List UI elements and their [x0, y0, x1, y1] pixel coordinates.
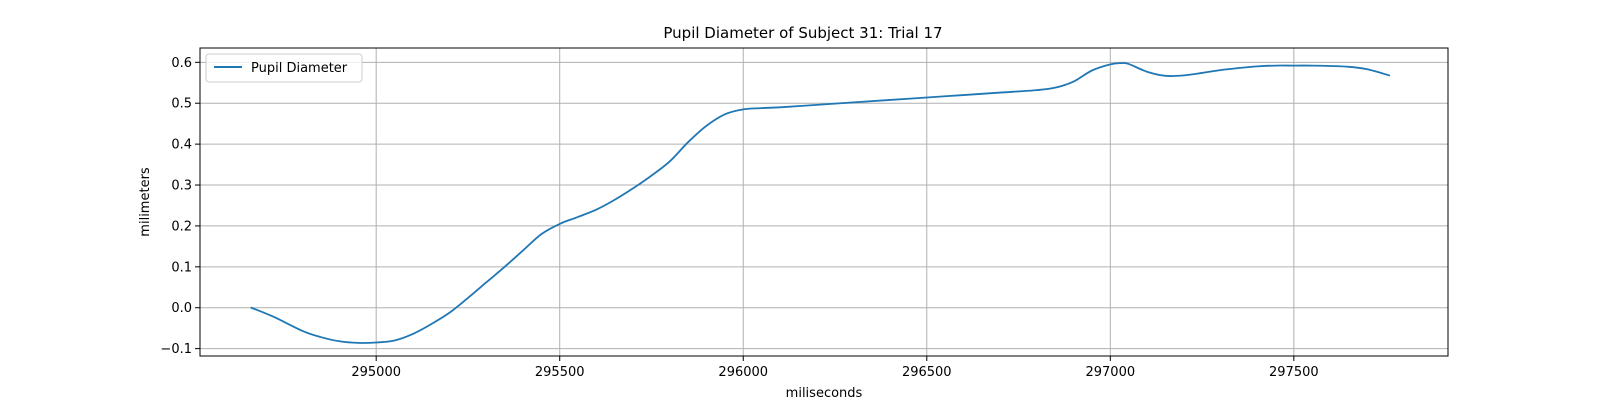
x-axis: 295000 295500 296000 296500 297000 297500 — [351, 356, 1319, 380]
chart-title: Pupil Diameter of Subject 31: Trial 17 — [663, 24, 942, 42]
x-tick-label: 297000 — [1085, 365, 1135, 380]
y-tick-label: 0.5 — [171, 97, 192, 112]
y-tick-label: 0.4 — [171, 138, 192, 153]
x-tick-label: 296000 — [718, 365, 768, 380]
x-tick-label: 296500 — [902, 365, 952, 380]
y-tick-label: 0.0 — [171, 301, 192, 316]
legend-box — [205, 53, 363, 83]
y-axis: −0.1 0.0 0.1 0.2 0.3 0.4 0.5 0.6 — [160, 56, 200, 357]
series-line-pupil-diameter — [250, 62, 1391, 344]
x-tick-label: 297500 — [1269, 365, 1319, 380]
y-tick-label: 0.3 — [171, 179, 192, 194]
legend: Pupil Diameter — [205, 53, 363, 83]
x-tick-label: 295500 — [535, 365, 585, 380]
y-tick-label: 0.2 — [171, 219, 192, 234]
legend-label: Pupil Diameter — [251, 61, 348, 76]
series-layer — [250, 62, 1391, 344]
y-tick-label: 0.6 — [171, 56, 192, 71]
y-tick-label: 0.1 — [171, 260, 192, 275]
plot-frame — [199, 47, 1449, 357]
y-tick-label: −0.1 — [160, 342, 192, 357]
grid-lines — [200, 48, 1448, 356]
y-axis-label: milimeters — [138, 167, 153, 237]
x-axis-label: miliseconds — [786, 386, 863, 400]
x-tick-label: 295000 — [351, 365, 401, 380]
